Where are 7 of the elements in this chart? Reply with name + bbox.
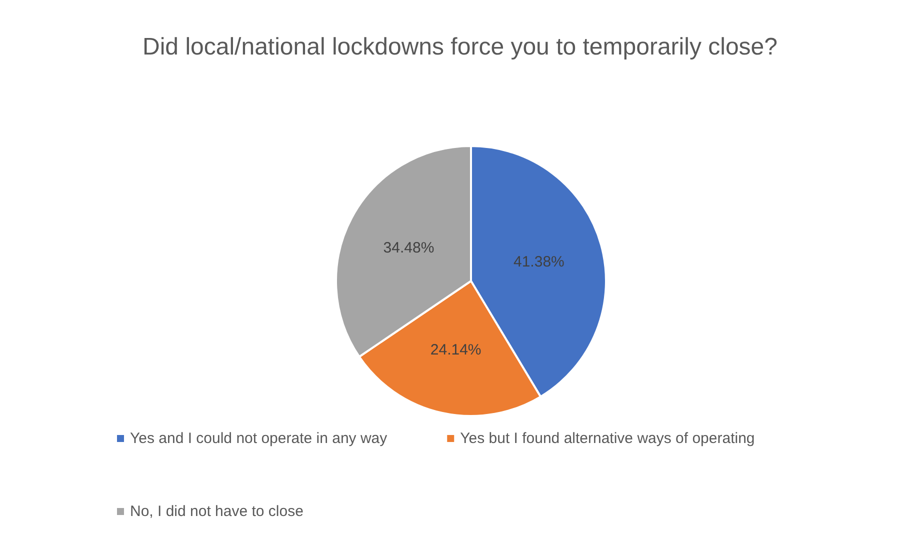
- data-label: 41.38%: [513, 254, 564, 271]
- data-label: 34.48%: [383, 239, 434, 256]
- legend-label: Yes but I found alternative ways of operating: [460, 430, 755, 447]
- legend-label: No, I did not have to close: [130, 503, 304, 520]
- data-label: 24.14%: [430, 341, 482, 358]
- legend-label: Yes and I could not operate in any way: [130, 430, 388, 447]
- chart-title: Did local/national lockdowns force you to temporarily close?: [142, 34, 778, 60]
